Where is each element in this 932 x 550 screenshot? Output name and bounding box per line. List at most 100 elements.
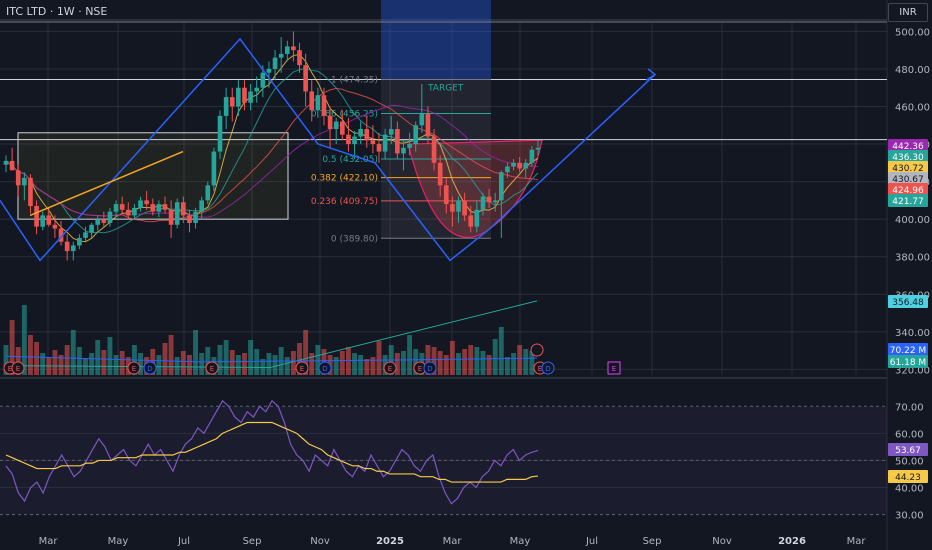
volume-bar (156, 355, 162, 375)
candle-body (407, 144, 412, 148)
volume-bar (297, 343, 302, 375)
wave-trendline (0, 37, 656, 262)
volume-bar (401, 351, 406, 375)
interval-label[interactable]: 1W (56, 5, 75, 18)
candle-body (217, 115, 223, 152)
moving-average-line (5, 104, 539, 218)
price-tick-label: 340.00 (895, 328, 930, 339)
candle-body (205, 185, 211, 201)
volume-bar (437, 351, 443, 375)
volume-bar (89, 353, 95, 375)
time-tick-label: Nov (310, 536, 330, 547)
candle-body (77, 237, 82, 246)
candle-body (119, 204, 125, 210)
volume-bar (235, 355, 241, 375)
volume-bar (254, 349, 260, 375)
time-tick-label: Sep (643, 536, 662, 547)
candle-body (138, 200, 143, 208)
volume-bar (28, 335, 33, 375)
volume-bar (504, 357, 510, 375)
candle-body (174, 202, 180, 225)
volume-bar (272, 355, 278, 375)
price-tag: 61.18 M (890, 358, 926, 368)
volume-bar (492, 339, 498, 375)
candle-body (364, 129, 370, 141)
currency-button[interactable]: INR (888, 3, 928, 22)
volume-bar (113, 355, 119, 375)
candle-body (58, 228, 64, 242)
candle-body (456, 200, 461, 212)
time-tick-label: Mar (443, 536, 463, 547)
candle-body (505, 166, 510, 173)
candle-body (156, 204, 162, 212)
fib-level-label: 0.5 (432.05) (322, 155, 378, 165)
candle-body (193, 211, 198, 223)
candle-body (34, 206, 39, 227)
candle-body (211, 151, 217, 186)
price-tick-label: 500.00 (895, 27, 930, 38)
candle-body (297, 50, 302, 66)
rsi-line (5, 399, 539, 505)
candle-body (468, 215, 474, 227)
candle-body (278, 53, 284, 58)
candle-body (3, 160, 9, 165)
future-event-marker (607, 361, 621, 375)
price-tag: 430.72 (892, 164, 924, 174)
time-tick-label: 2025 (376, 536, 404, 547)
candle-body (327, 115, 333, 130)
candle-body (95, 219, 101, 225)
candle-body (419, 114, 425, 126)
volume-bar (76, 347, 82, 375)
candle-body (523, 162, 529, 169)
price-tag-bg (888, 172, 928, 185)
candle-body (492, 200, 498, 203)
target-label: TARGET (427, 84, 464, 94)
candle-body (229, 97, 235, 107)
event-marker-label: E (16, 365, 20, 373)
candle-body (401, 147, 406, 154)
price-tag-bg (888, 355, 928, 368)
symbol-label[interactable]: ITC LTD (6, 5, 47, 18)
volume-bar (352, 353, 357, 375)
volume-bar (486, 355, 492, 375)
candle-body (388, 129, 394, 135)
candle-body (462, 200, 467, 216)
candle-body (346, 134, 351, 145)
price-tick-label: 320.00 (895, 365, 930, 376)
volume-bar (83, 359, 88, 375)
volume-bar (266, 353, 272, 375)
volume-bar (162, 343, 168, 375)
volume-bar (70, 330, 76, 375)
candle-body (64, 241, 70, 252)
time-tick-label: Nov (712, 536, 732, 547)
rsi-price-tag: 53.67 (895, 446, 921, 456)
candle-body (450, 204, 455, 212)
candle-body (125, 209, 131, 216)
event-marker-label: E (418, 365, 422, 373)
candle-body (443, 185, 449, 205)
moving-average-line (5, 68, 539, 234)
candle-body (22, 177, 27, 186)
volume-bar (498, 327, 504, 375)
volume-ma-line (5, 355, 538, 363)
candle-body (113, 204, 119, 212)
candle-body (339, 121, 345, 135)
volume-bar (58, 355, 64, 375)
fib-level-label: 0.786 (456.25) (311, 110, 378, 120)
event-marker (318, 361, 332, 375)
fib-level-label: 0.236 (409.75) (311, 197, 378, 207)
volume-bar (413, 349, 419, 375)
volume-bar (339, 351, 345, 375)
candle-body (9, 160, 15, 171)
title-separator: · (78, 5, 82, 18)
volume-bar (217, 345, 223, 375)
candle-body (107, 211, 113, 223)
highlight-column (381, 0, 491, 80)
rsi-price-tag-bg (888, 443, 928, 456)
candle-body (266, 68, 272, 73)
candle-body (144, 200, 149, 205)
volume-trendline (5, 300, 538, 368)
title-separator: · (49, 5, 54, 18)
volume-bar (205, 347, 211, 375)
